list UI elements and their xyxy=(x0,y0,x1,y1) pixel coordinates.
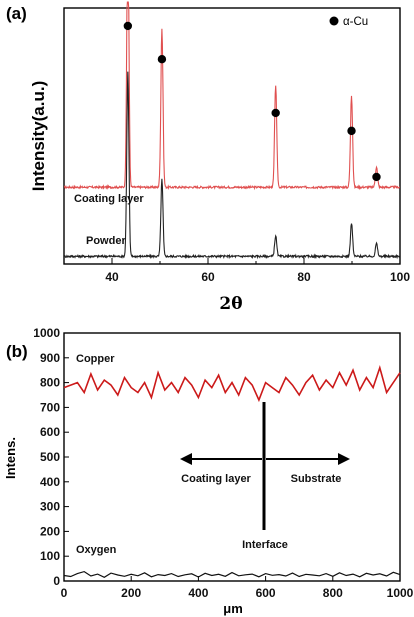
panel-a-x-axis: 40 60 80 100 xyxy=(63,258,410,284)
panel-a-frame xyxy=(63,7,401,265)
panel-a-x-tick-label: 80 xyxy=(297,270,311,284)
panel-b-y-tick-label: 900 xyxy=(40,351,60,365)
panel-a: (a) 40 60 80 100 2θ Intensity(a.u.) α-Cu Co… xyxy=(6,1,410,314)
panel-a-alpha-cu-peak-marker xyxy=(271,108,280,118)
series-label-coating-layer: Coating layer xyxy=(74,193,144,205)
arrow-right-head xyxy=(338,453,350,465)
panel-a-x-tick-label: 40 xyxy=(105,270,119,284)
series-label-powder: Powder xyxy=(86,235,126,247)
panel-b-x-tick-label: 1000 xyxy=(387,586,414,600)
annotation-interface: Interface xyxy=(242,539,288,551)
panel-b-x-tick-label: 200 xyxy=(121,586,141,600)
panel-b-x-tick-label: 800 xyxy=(323,586,343,600)
panel-b-y-tick-label: 500 xyxy=(40,450,60,464)
panel-b: (b) 0 200 400 600 800 1000 0 100 200 300 400 500 60… xyxy=(3,326,414,616)
panel-a-alpha-cu-peak-marker xyxy=(157,55,167,64)
panel-a-y-axis-title: Intensity(a.u.) xyxy=(29,81,48,192)
panel-b-series xyxy=(63,364,401,578)
panel-a-alpha-cu-peak-marker xyxy=(372,172,381,182)
panel-b-y-tick-label: 200 xyxy=(40,524,60,538)
panel-a-series-line-coating-layer xyxy=(64,1,400,191)
panel-a-x-tick-label: 60 xyxy=(201,270,215,284)
panel-b-y-tick-label: 300 xyxy=(40,500,60,514)
panel-a-alpha-cu-peak-marker xyxy=(123,21,133,31)
panel-b-x-axis: 0 200 400 600 800 1000 xyxy=(61,576,414,600)
panel-b-x-tick-label: 0 xyxy=(61,586,68,600)
panel-b-y-axis-title: Intens. xyxy=(3,437,18,479)
legend-alpha-cu-label: α-Cu xyxy=(343,16,368,28)
panel-a-x-tick-label: 100 xyxy=(390,270,410,284)
panel-a-label: (a) xyxy=(6,4,27,23)
panel-b-y-tick-label: 600 xyxy=(40,425,60,439)
panel-a-x-axis-title: 2θ xyxy=(219,294,242,314)
annotation-substrate: Substrate xyxy=(291,473,342,485)
panel-b-y-tick-label: 800 xyxy=(40,376,60,390)
panel-b-y-tick-label: 100 xyxy=(40,549,60,563)
panel-b-y-tick-label: 1000 xyxy=(33,326,60,340)
panel-b-series-line-copper xyxy=(63,364,401,403)
panel-b-y-tick-label: 700 xyxy=(40,400,60,414)
panel-a-peak-markers xyxy=(123,21,381,182)
legend-alpha-cu-marker xyxy=(329,16,339,26)
panel-b-x-tick-label: 400 xyxy=(188,586,208,600)
panel-b-y-tick-label: 400 xyxy=(40,475,60,489)
panel-b-y-tick-label: 0 xyxy=(53,574,60,588)
panel-a-series xyxy=(64,1,400,260)
panel-a-series-line-powder xyxy=(64,71,400,260)
panel-a-alpha-cu-peak-marker xyxy=(347,126,356,136)
annotation-coating-layer: Coating layer xyxy=(181,473,251,485)
arrow-left-head xyxy=(180,453,192,465)
panel-b-x-tick-label: 600 xyxy=(256,586,276,600)
series-label-oxygen: Oxygen xyxy=(76,544,117,556)
panel-b-y-axis: 0 100 200 300 400 500 600 700 800 900 1000 xyxy=(33,326,69,588)
panel-b-x-axis-title: μm xyxy=(223,601,243,616)
series-label-copper: Copper xyxy=(76,353,115,365)
panel-b-label: (b) xyxy=(6,342,28,361)
panel-b-series-line-oxygen xyxy=(63,570,401,578)
